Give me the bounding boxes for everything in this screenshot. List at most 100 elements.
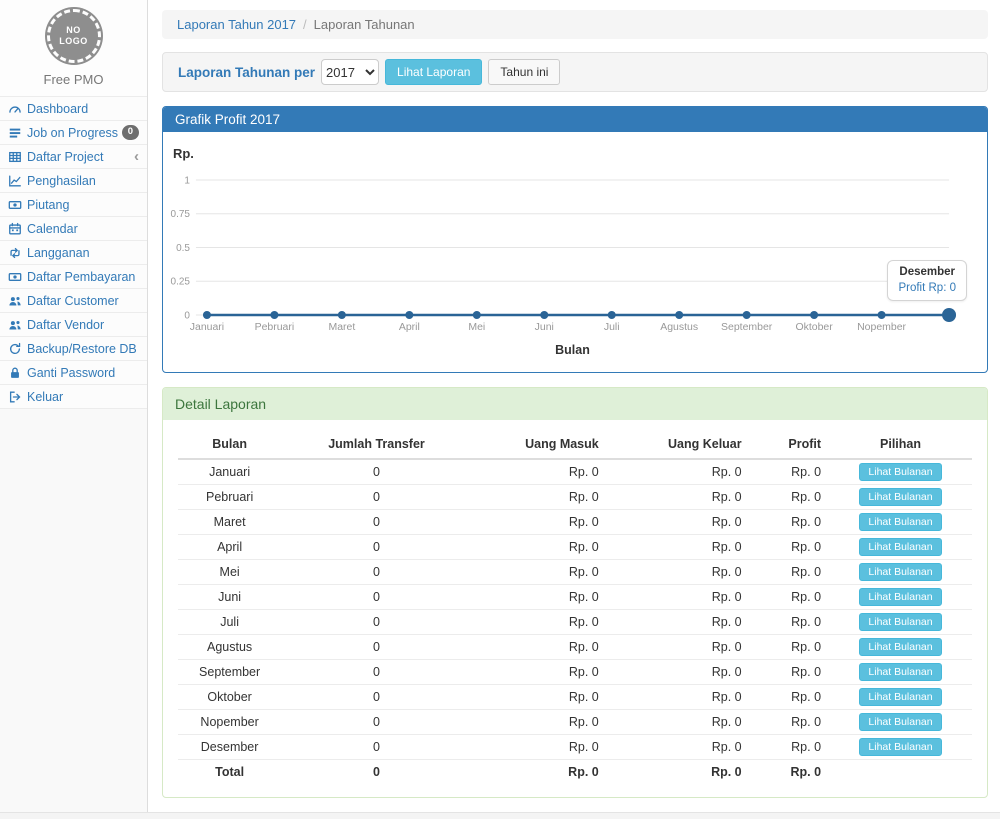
table-cell: Rp. 0	[472, 760, 607, 784]
sidebar-item-daftar-pembayaran[interactable]: Daftar Pembayaran	[0, 265, 147, 289]
chart-area: Rp.00.250.50.751JanuariPebruariMaretApri…	[163, 132, 987, 372]
sidebar-item-label: Langganan	[27, 246, 90, 260]
breadcrumb-link-year-report[interactable]: Laporan Tahun 2017	[177, 17, 296, 32]
year-select[interactable]: 2017	[321, 59, 379, 85]
table-cell: Rp. 0	[750, 485, 829, 510]
action-cell: Lihat Bulanan	[829, 685, 972, 710]
table-cell: Rp. 0	[607, 535, 750, 560]
sidebar-item-piutang[interactable]: Piutang	[0, 193, 147, 217]
column-header-pilihan: Pilihan	[829, 431, 972, 459]
lihat-bulanan-button[interactable]: Lihat Bulanan	[859, 663, 941, 681]
sidebar-item-daftar-vendor[interactable]: Daftar Vendor	[0, 313, 147, 337]
retweet-icon	[8, 246, 22, 260]
brand-block: NO LOGO Free PMO	[0, 0, 147, 96]
data-point-maret	[338, 311, 346, 319]
table-row-juli: Juli0Rp. 0Rp. 0Rp. 0Lihat Bulanan	[178, 610, 972, 635]
table-cell: Rp. 0	[607, 710, 750, 735]
lihat-bulanan-button[interactable]: Lihat Bulanan	[859, 538, 941, 556]
detail-panel-title: Detail Laporan	[163, 388, 987, 420]
table-cell: Agustus	[178, 635, 281, 660]
view-report-button[interactable]: Lihat Laporan	[385, 59, 482, 85]
sidebar-item-ganti-password[interactable]: Ganti Password	[0, 361, 147, 385]
lihat-bulanan-button[interactable]: Lihat Bulanan	[859, 588, 941, 606]
lihat-bulanan-button[interactable]: Lihat Bulanan	[859, 488, 941, 506]
refresh-icon	[8, 342, 22, 356]
action-cell: Lihat Bulanan	[829, 735, 972, 760]
table-cell: Rp. 0	[750, 660, 829, 685]
table-row-agustus: Agustus0Rp. 0Rp. 0Rp. 0Lihat Bulanan	[178, 635, 972, 660]
table-cell: Rp. 0	[750, 535, 829, 560]
table-cell: April	[178, 535, 281, 560]
lihat-bulanan-button[interactable]: Lihat Bulanan	[859, 713, 941, 731]
y-axis-label: Rp.	[173, 146, 194, 161]
table-cell: Rp. 0	[472, 735, 607, 760]
table-cell: 0	[281, 710, 472, 735]
table-row-desember: Desember0Rp. 0Rp. 0Rp. 0Lihat Bulanan	[178, 735, 972, 760]
tooltip-value: Profit Rp: 0	[898, 282, 956, 294]
profit-chart-panel: Grafik Profit 2017 Rp.00.250.50.751Janua…	[162, 106, 988, 373]
sidebar-item-daftar-customer[interactable]: Daftar Customer	[0, 289, 147, 313]
breadcrumb: Laporan Tahun 2017/Laporan Tahunan	[162, 10, 988, 39]
lihat-bulanan-button[interactable]: Lihat Bulanan	[859, 738, 941, 756]
table-cell: Januari	[178, 459, 281, 485]
table-cell: 0	[281, 510, 472, 535]
x-tick-label: Juli	[604, 322, 620, 333]
table-cell: Oktober	[178, 685, 281, 710]
table-cell: Rp. 0	[607, 510, 750, 535]
table-cell: Rp. 0	[607, 660, 750, 685]
lihat-bulanan-button[interactable]: Lihat Bulanan	[859, 613, 941, 631]
action-cell: Lihat Bulanan	[829, 459, 972, 485]
sidebar-item-daftar-project[interactable]: Daftar Project‹	[0, 145, 147, 169]
y-tick-label: 0	[184, 310, 190, 321]
money-icon	[8, 198, 22, 212]
lihat-bulanan-button[interactable]: Lihat Bulanan	[859, 638, 941, 656]
sidebar-item-calendar[interactable]: Calendar	[0, 217, 147, 241]
sidebar-item-langganan[interactable]: Langganan	[0, 241, 147, 265]
table-header-row: BulanJumlah TransferUang MasukUang Kelua…	[178, 431, 972, 459]
lihat-bulanan-button[interactable]: Lihat Bulanan	[859, 688, 941, 706]
job-count-badge: 0	[122, 125, 139, 139]
lihat-bulanan-button[interactable]: Lihat Bulanan	[859, 513, 941, 531]
sidebar-item-label: Piutang	[27, 198, 69, 212]
table-icon	[8, 150, 22, 164]
users-icon	[8, 294, 22, 308]
sidebar-item-label: Job on Progress	[27, 126, 118, 140]
y-tick-label: 0.75	[171, 209, 191, 220]
table-cell: Rp. 0	[472, 635, 607, 660]
sidebar-item-job-on-progress[interactable]: Job on Progress 0	[0, 121, 147, 145]
year-filter-bar: Laporan Tahunan per 2017 Lihat Laporan T…	[162, 52, 988, 92]
money-icon	[8, 270, 22, 284]
data-point-desember	[942, 308, 956, 322]
table-cell: Rp. 0	[472, 585, 607, 610]
x-tick-label: Oktober	[795, 322, 833, 333]
table-cell: 0	[281, 585, 472, 610]
tasks-icon	[8, 126, 22, 140]
table-cell: Rp. 0	[607, 459, 750, 485]
table-cell: Rp. 0	[750, 610, 829, 635]
sidebar-item-backup-restore-db[interactable]: Backup/Restore DB	[0, 337, 147, 361]
sidebar-item-label: Daftar Vendor	[27, 318, 104, 332]
x-tick-label: Januari	[190, 322, 224, 333]
sidebar-item-keluar[interactable]: Keluar	[0, 385, 147, 409]
x-tick-label: September	[721, 322, 773, 333]
sidebar-item-label: Keluar	[27, 390, 63, 404]
table-cell: Maret	[178, 510, 281, 535]
table-cell: Rp. 0	[750, 459, 829, 485]
this-year-button[interactable]: Tahun ini	[488, 59, 560, 85]
y-tick-label: 0.25	[171, 277, 191, 288]
chart-tooltip: Desember Profit Rp: 0	[887, 260, 967, 301]
table-cell: Rp. 0	[472, 710, 607, 735]
table-cell: 0	[281, 610, 472, 635]
lihat-bulanan-button[interactable]: Lihat Bulanan	[859, 463, 941, 481]
table-cell: Rp. 0	[607, 685, 750, 710]
table-cell: Rp. 0	[750, 635, 829, 660]
x-tick-label: Agustus	[660, 322, 698, 333]
sidebar-item-penghasilan[interactable]: Penghasilan	[0, 169, 147, 193]
page-footer: Powered by Free PMO, and developed with …	[0, 812, 1000, 819]
table-row-nopember: Nopember0Rp. 0Rp. 0Rp. 0Lihat Bulanan	[178, 710, 972, 735]
lihat-bulanan-button[interactable]: Lihat Bulanan	[859, 563, 941, 581]
table-cell: Rp. 0	[607, 485, 750, 510]
sidebar-item-dashboard[interactable]: Dashboard	[0, 97, 147, 121]
sidebar-item-label: Calendar	[27, 222, 78, 236]
sidebar-item-label: Daftar Project	[27, 150, 103, 164]
